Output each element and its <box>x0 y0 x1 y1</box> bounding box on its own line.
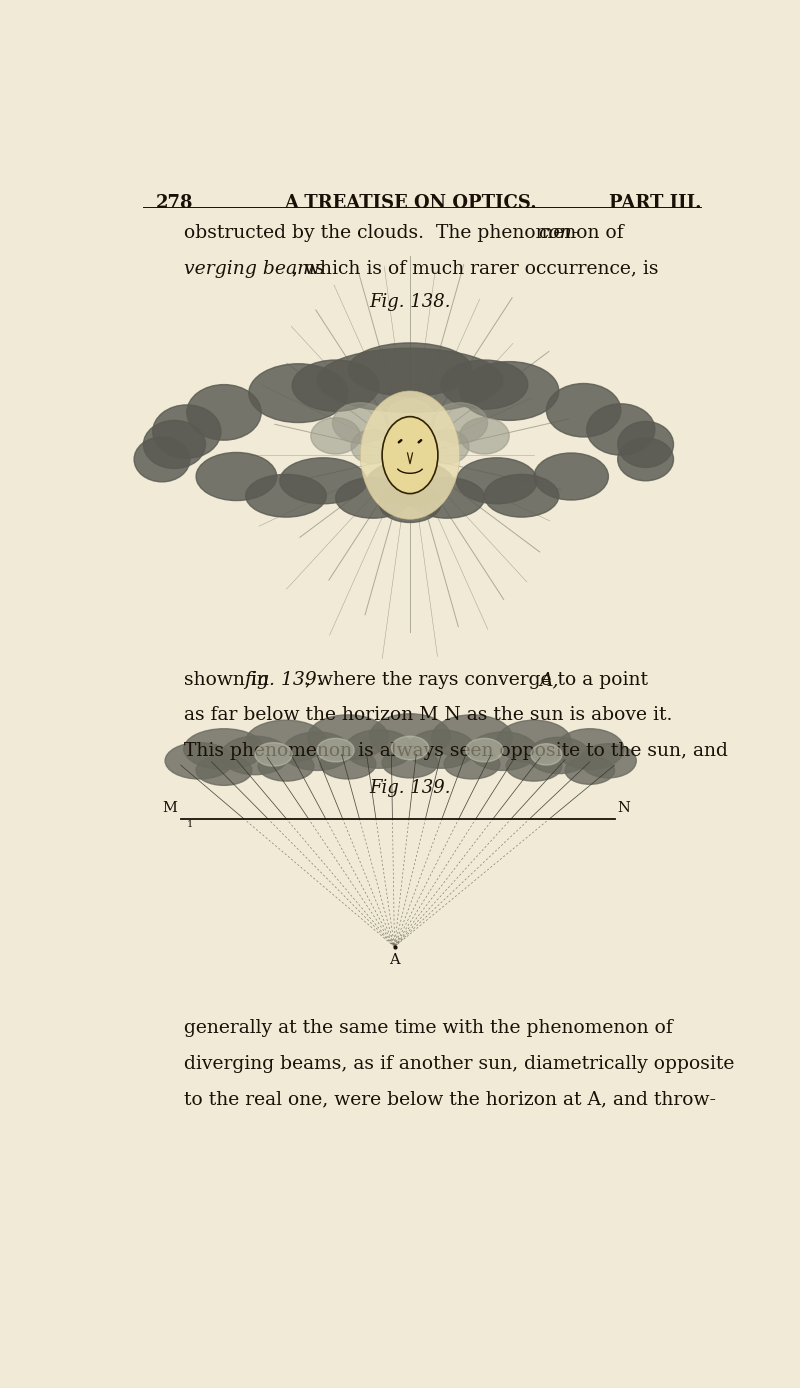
Ellipse shape <box>441 359 528 409</box>
Text: obstructed by the clouds.  The phenomenon of: obstructed by the clouds. The phenomenon… <box>184 225 630 243</box>
Ellipse shape <box>497 720 571 763</box>
Ellipse shape <box>388 415 432 452</box>
Ellipse shape <box>184 729 264 769</box>
Text: This phenomenon is always seen opposite to the sun, and: This phenomenon is always seen opposite … <box>184 741 727 759</box>
Ellipse shape <box>506 751 562 781</box>
Ellipse shape <box>143 421 206 469</box>
Ellipse shape <box>360 391 459 519</box>
Ellipse shape <box>410 477 485 518</box>
Ellipse shape <box>407 730 475 769</box>
Ellipse shape <box>459 418 509 454</box>
Ellipse shape <box>221 736 289 775</box>
Ellipse shape <box>618 439 674 480</box>
Ellipse shape <box>292 359 379 411</box>
Ellipse shape <box>258 751 314 781</box>
Text: con-: con- <box>538 225 578 243</box>
Ellipse shape <box>308 715 388 759</box>
Ellipse shape <box>246 720 326 763</box>
Ellipse shape <box>382 416 438 494</box>
Ellipse shape <box>466 738 503 762</box>
Ellipse shape <box>336 477 410 518</box>
Text: A,: A, <box>539 670 559 688</box>
Text: M: M <box>162 801 178 815</box>
Ellipse shape <box>153 405 221 458</box>
Ellipse shape <box>391 736 429 759</box>
Ellipse shape <box>255 743 292 766</box>
Ellipse shape <box>348 343 472 397</box>
Ellipse shape <box>432 715 512 759</box>
Ellipse shape <box>546 383 621 437</box>
Ellipse shape <box>432 403 487 443</box>
Ellipse shape <box>283 731 351 770</box>
Ellipse shape <box>531 744 562 765</box>
Text: verging beams: verging beams <box>184 260 324 278</box>
Ellipse shape <box>370 713 450 759</box>
Ellipse shape <box>382 748 438 777</box>
Ellipse shape <box>310 418 361 454</box>
Ellipse shape <box>469 731 537 770</box>
Text: 278: 278 <box>156 194 194 212</box>
Ellipse shape <box>528 737 590 773</box>
Ellipse shape <box>485 475 559 518</box>
Ellipse shape <box>246 475 326 518</box>
Text: shown in: shown in <box>184 670 274 688</box>
Text: as far below the horizon M N as the sun is above it.: as far below the horizon M N as the sun … <box>184 706 672 725</box>
Ellipse shape <box>165 743 234 779</box>
Ellipse shape <box>196 755 252 786</box>
Text: , which is of much rarer occurrence, is: , which is of much rarer occurrence, is <box>292 260 658 278</box>
Ellipse shape <box>187 384 261 440</box>
Text: Fig. 138.: Fig. 138. <box>370 293 450 311</box>
Text: A: A <box>389 954 400 967</box>
Ellipse shape <box>320 750 376 779</box>
Ellipse shape <box>317 738 354 762</box>
Ellipse shape <box>426 429 469 464</box>
Ellipse shape <box>444 750 500 779</box>
Text: PART III.: PART III. <box>609 194 702 212</box>
Ellipse shape <box>565 756 614 784</box>
Ellipse shape <box>556 729 624 769</box>
Ellipse shape <box>196 452 277 501</box>
Ellipse shape <box>459 362 559 421</box>
Ellipse shape <box>333 403 388 443</box>
Text: N: N <box>618 801 630 815</box>
Text: fig. 139.: fig. 139. <box>245 670 323 688</box>
Ellipse shape <box>581 744 636 777</box>
Ellipse shape <box>345 730 413 769</box>
Text: 1: 1 <box>187 819 193 829</box>
Ellipse shape <box>366 461 454 505</box>
Text: Fig. 139.: Fig. 139. <box>370 779 450 797</box>
Text: generally at the same time with the phenomenon of: generally at the same time with the phen… <box>184 1019 673 1037</box>
Ellipse shape <box>379 484 441 522</box>
Ellipse shape <box>249 364 348 422</box>
Ellipse shape <box>317 348 503 412</box>
Ellipse shape <box>586 404 655 455</box>
Ellipse shape <box>618 422 674 468</box>
Ellipse shape <box>534 452 609 500</box>
Ellipse shape <box>457 458 537 504</box>
Text: , where the rays converge to a point: , where the rays converge to a point <box>306 670 654 688</box>
Text: diverging beams, as if another sun, diametrically opposite: diverging beams, as if another sun, diam… <box>184 1055 734 1073</box>
Ellipse shape <box>134 437 190 482</box>
Text: A TREATISE ON OPTICS.: A TREATISE ON OPTICS. <box>284 194 536 212</box>
Ellipse shape <box>280 458 366 504</box>
Ellipse shape <box>351 429 394 464</box>
Text: to the real one, were below the horizon at A, and throw-: to the real one, were below the horizon … <box>184 1090 716 1108</box>
Ellipse shape <box>386 400 435 439</box>
